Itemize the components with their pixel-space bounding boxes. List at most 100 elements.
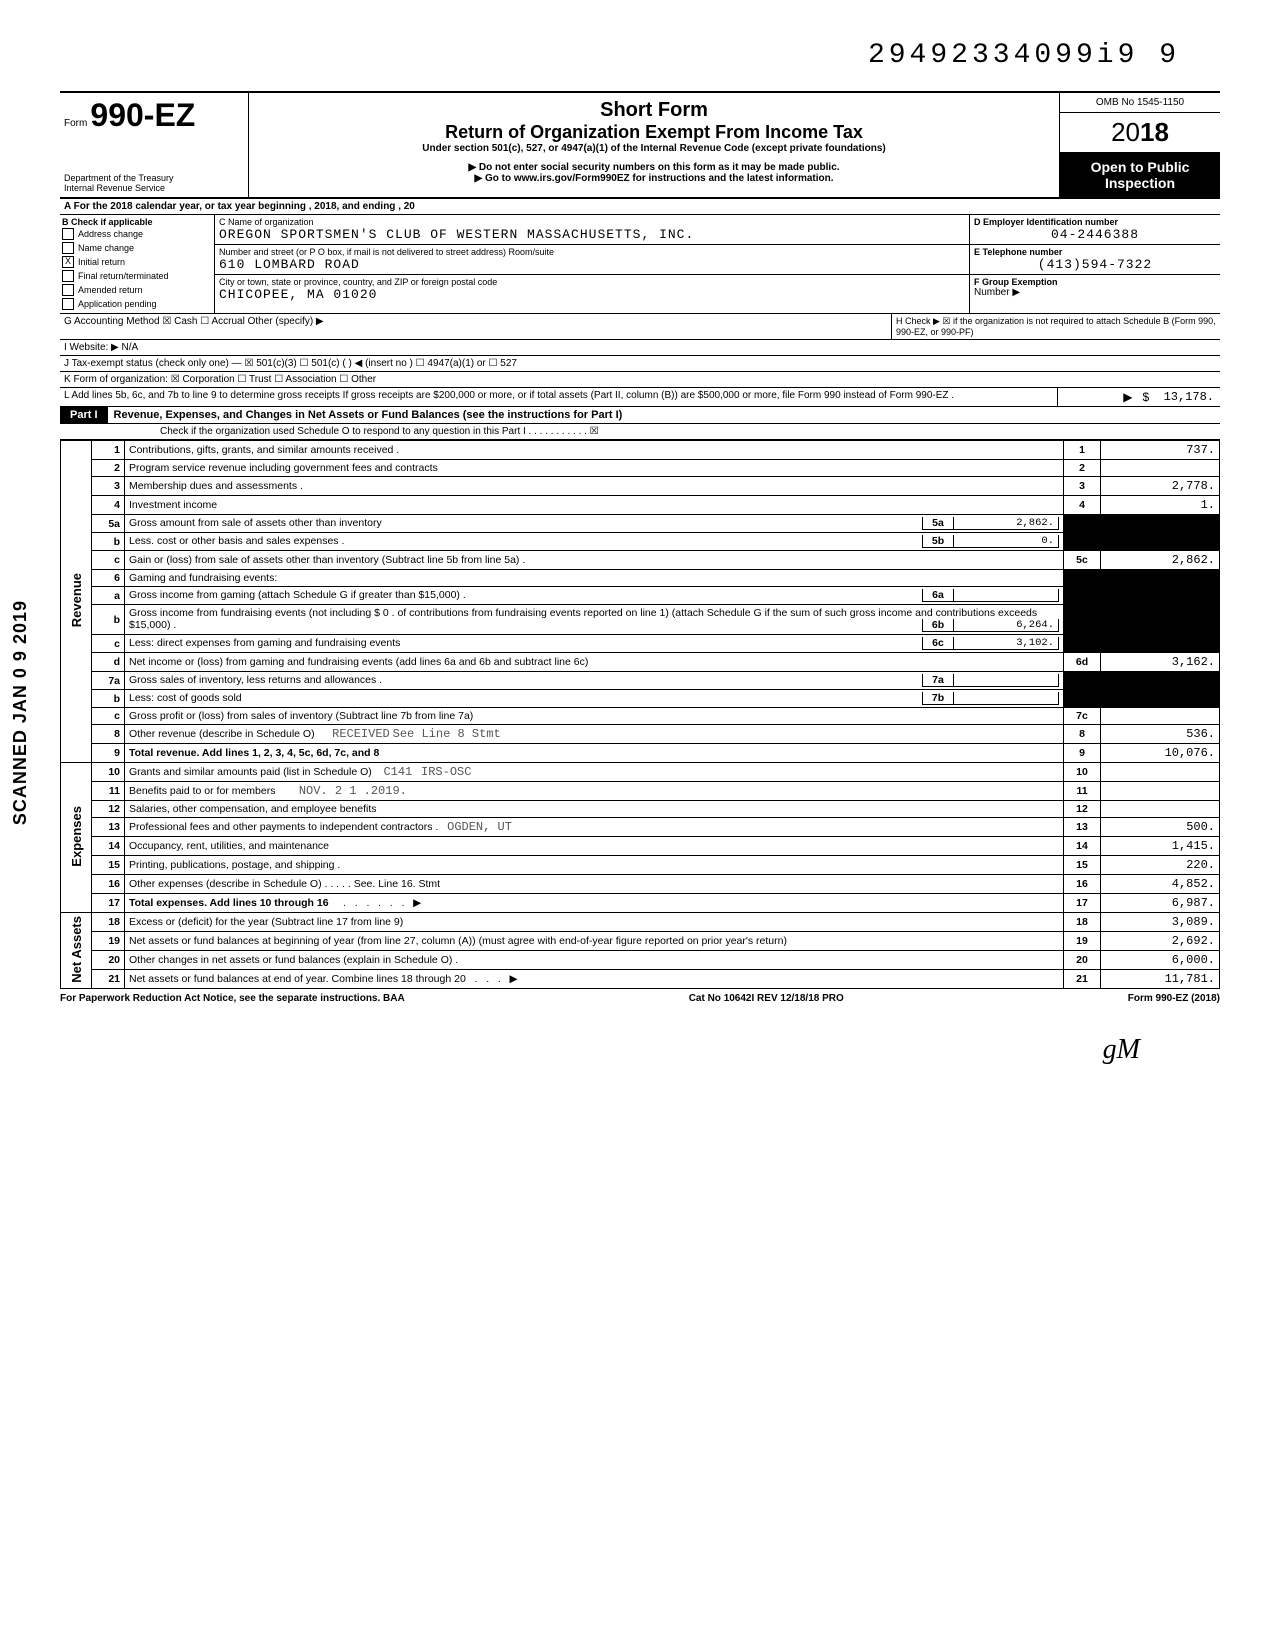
line1-desc: Contributions, gifts, grants, and simila… — [125, 441, 1064, 460]
footer-left: For Paperwork Reduction Act Notice, see … — [60, 993, 405, 1004]
line14-desc: Occupancy, rent, utilities, and maintena… — [125, 837, 1064, 856]
subtitle: Under section 501(c), 527, or 4947(a)(1)… — [255, 143, 1053, 154]
line10-amt — [1101, 763, 1220, 782]
line7b-desc: Less: cost of goods sold 7b — [125, 690, 1064, 708]
line6d-desc: Net income or (loss) from gaming and fun… — [125, 653, 1064, 672]
line7c-desc: Gross profit or (loss) from sales of inv… — [125, 708, 1064, 725]
line7c-amt — [1101, 708, 1220, 725]
header-right: OMB No 1545-1150 20201818 Open to Public… — [1059, 93, 1220, 197]
line3-desc: Membership dues and assessments . — [125, 477, 1064, 496]
line6a-sub — [954, 589, 1059, 602]
line21-amt: 11,781. — [1101, 970, 1220, 989]
line13-amt: 500. — [1101, 818, 1220, 837]
org-city: CHICOPEE, MA 01020 — [219, 287, 965, 302]
part1-label: Part I — [60, 407, 108, 423]
col-def: D Employer Identification number 04-2446… — [969, 215, 1220, 313]
row-a: A For the 2018 calendar year, or tax yea… — [60, 199, 1220, 215]
dept-line1: Department of the Treasury — [64, 173, 244, 183]
chk-initial[interactable]: X — [62, 256, 74, 268]
header-left: Form 990-EZ Department of the Treasury I… — [60, 93, 249, 197]
line19-desc: Net assets or fund balances at beginning… — [125, 932, 1064, 951]
line6b-sub: 6,264. — [954, 619, 1059, 632]
line16-desc: Other expenses (describe in Schedule O) … — [125, 875, 1064, 894]
footer-right: Form 990-EZ (2018) — [1128, 993, 1220, 1004]
line16-amt: 4,852. — [1101, 875, 1220, 894]
phone: (413)594-7322 — [974, 257, 1216, 272]
line5c-desc: Gain or (loss) from sale of assets other… — [125, 551, 1064, 570]
document-id-number: 29492334099i9 9 — [60, 40, 1220, 71]
org-name: OREGON SPORTSMEN'S CLUB OF WESTERN MASSA… — [219, 227, 965, 242]
line12-desc: Salaries, other compensation, and employ… — [125, 801, 1064, 818]
line21-desc: Net assets or fund balances at end of ye… — [125, 970, 1064, 989]
lbl-address: Address change — [78, 229, 143, 239]
row-gh: G Accounting Method ☒ Cash ☐ Accrual Oth… — [60, 314, 1220, 340]
line13-desc: Professional fees and other payments to … — [125, 818, 1064, 837]
col-c: C Name of organization OREGON SPORTSMEN'… — [215, 215, 969, 313]
row-l-amount: 13,178. — [1164, 390, 1214, 404]
line5c-amt: 2,862. — [1101, 551, 1220, 570]
line20-amt: 6,000. — [1101, 951, 1220, 970]
part1-header: Part I Revenue, Expenses, and Changes in… — [60, 407, 1220, 424]
f-number: Number ▶ — [974, 287, 1216, 298]
line11-desc: Benefits paid to or for members NOV. 2 1… — [125, 782, 1064, 801]
scanned-stamp: SCANNED JAN 0 9 2019 — [10, 600, 31, 825]
chk-pending[interactable] — [62, 298, 74, 310]
lbl-pending: Application pending — [78, 299, 157, 309]
chk-address[interactable] — [62, 228, 74, 240]
form-header: Form 990-EZ Department of the Treasury I… — [60, 91, 1220, 199]
form-prefix: Form — [64, 118, 87, 129]
line6b-desc: Gross income from fundraising events (no… — [125, 605, 1064, 635]
line6-desc: Gaming and fundraising events: — [125, 570, 1064, 587]
row-j: J Tax-exempt status (check only one) — ☒… — [60, 356, 1220, 372]
line3-amt: 2,778. — [1101, 477, 1220, 496]
f-label: F Group Exemption — [974, 277, 1216, 287]
row-k: K Form of organization: ☒ Corporation ☐ … — [60, 372, 1220, 388]
part1-check: Check if the organization used Schedule … — [60, 424, 1220, 440]
org-street: 610 LOMBARD ROAD — [219, 257, 965, 272]
line17-amt: 6,987. — [1101, 894, 1220, 913]
revenue-side: Revenue — [61, 441, 92, 763]
line17-desc: Total expenses. Add lines 10 through 16 … — [125, 894, 1064, 913]
line20-desc: Other changes in net assets or fund bala… — [125, 951, 1064, 970]
line5b-sub: 0. — [954, 535, 1059, 548]
row-h: H Check ▶ ☒ if the organization is not r… — [891, 314, 1220, 339]
line5b-desc: Less. cost or other basis and sales expe… — [125, 533, 1064, 551]
return-title: Return of Organization Exempt From Incom… — [255, 122, 1053, 143]
chk-amended[interactable] — [62, 284, 74, 296]
row-i: I Website: ▶ N/A — [60, 340, 1220, 356]
line12-amt — [1101, 801, 1220, 818]
signature: gM — [60, 1004, 1220, 1066]
line7b-sub — [954, 692, 1059, 705]
line9-amt: 10,076. — [1101, 744, 1220, 763]
chk-final[interactable] — [62, 270, 74, 282]
stamp-ogden: OGDEN, UT — [447, 820, 512, 834]
stamp-irs: IRS-OSC — [421, 765, 471, 779]
row-l: L Add lines 5b, 6c, and 7b to line 9 to … — [60, 388, 1220, 407]
chk-name[interactable] — [62, 242, 74, 254]
part1-title: Revenue, Expenses, and Changes in Net As… — [114, 409, 623, 421]
line9-desc: Total revenue. Add lines 1, 2, 3, 4, 5c,… — [125, 744, 1064, 763]
lbl-initial: Initial return — [78, 257, 125, 267]
line18-amt: 3,089. — [1101, 913, 1220, 932]
line4-desc: Investment income — [125, 496, 1064, 515]
c-city-label: City or town, state or province, country… — [219, 277, 965, 287]
line8-desc: Other revenue (describe in Schedule O) R… — [125, 725, 1064, 744]
e-label: E Telephone number — [974, 247, 1216, 257]
row-l-text: L Add lines 5b, 6c, and 7b to line 9 to … — [60, 388, 1057, 406]
line6a-desc: Gross income from gaming (attach Schedul… — [125, 587, 1064, 605]
line5a-desc: Gross amount from sale of assets other t… — [125, 515, 1064, 533]
note2: ▶ Go to www.irs.gov/Form990EZ for instru… — [255, 173, 1053, 184]
lbl-name: Name change — [78, 243, 134, 253]
info-block: B Check if applicable Address change Nam… — [60, 215, 1220, 314]
line6c-desc: Less: direct expenses from gaming and fu… — [125, 635, 1064, 653]
line19-amt: 2,692. — [1101, 932, 1220, 951]
line1-amt: 737. — [1101, 441, 1220, 460]
line7a-desc: Gross sales of inventory, less returns a… — [125, 672, 1064, 690]
main-table: Revenue 1Contributions, gifts, grants, a… — [60, 440, 1220, 989]
lbl-final: Final return/terminated — [78, 271, 169, 281]
line7a-sub — [954, 674, 1059, 687]
stamp-received: RECEIVED — [332, 727, 390, 741]
line4-amt: 1. — [1101, 496, 1220, 515]
line10-desc: Grants and similar amounts paid (list in… — [125, 763, 1064, 782]
c-street-label: Number and street (or P O box, if mail i… — [219, 247, 965, 257]
